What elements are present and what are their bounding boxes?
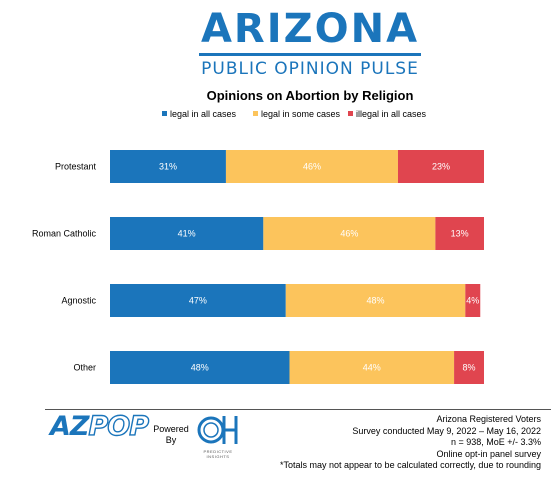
category-label: Protestant — [55, 162, 97, 172]
bar-segment — [289, 351, 455, 384]
bar-segment — [110, 217, 264, 250]
data-label: 47% — [189, 296, 207, 306]
bar-segment — [454, 351, 484, 384]
survey-note: Survey conducted May 9, 2022 – May 16, 2… — [352, 425, 541, 436]
legend-label: legal in some cases — [261, 109, 341, 119]
powered-by-label: Powered By — [153, 424, 189, 445]
survey-note: n = 938, MoE +/- 3.3% — [450, 437, 541, 447]
bar-segment — [435, 217, 484, 250]
azpop-logo-pop: POP — [88, 410, 150, 442]
survey-note: Arizona Registered Voters — [436, 414, 541, 424]
data-label: 44% — [363, 363, 381, 373]
oh-predictive-insights-logo — [197, 416, 238, 444]
legend-label: illegal in all cases — [356, 109, 427, 119]
legend-label: legal in all cases — [170, 109, 237, 119]
legend-swatch — [162, 111, 167, 116]
bar-segment — [465, 284, 481, 317]
bar-segment — [110, 284, 286, 317]
bar-segment — [285, 284, 466, 317]
survey-notes: Arizona Registered Voters Survey conduct… — [280, 414, 541, 472]
legend-swatch — [253, 111, 258, 116]
data-label: 48% — [367, 296, 385, 306]
bar-segment — [397, 150, 484, 183]
data-label: 23% — [432, 162, 450, 172]
data-label: 31% — [159, 162, 177, 172]
stacked-bar-chart: legal in all cases legal in some cases ill… — [32, 109, 484, 384]
bar-segment — [110, 351, 290, 384]
brand-subtitle: PUBLIC OPINION PULSE — [201, 59, 419, 79]
bar-segment — [110, 150, 226, 183]
bar-segment — [263, 217, 436, 250]
brand-divider — [199, 53, 421, 56]
brand-header: ARIZONA PUBLIC OPINION PULSE — [0, 6, 551, 79]
brand-name: ARIZONA — [200, 6, 420, 52]
data-label: 4% — [466, 296, 479, 306]
category-label: Agnostic — [61, 296, 96, 306]
legend-swatch — [348, 111, 353, 116]
footer-divider — [45, 409, 551, 410]
azpop-logo-az: AZ — [50, 411, 89, 442]
data-label: 46% — [303, 162, 321, 172]
category-label: Other — [73, 363, 96, 373]
data-label: 41% — [178, 229, 196, 239]
azpop-logo: AZPOP — [50, 410, 150, 444]
survey-note: *Totals may not appear to be calculated … — [280, 460, 541, 470]
data-label: 46% — [340, 229, 358, 239]
data-label: 48% — [191, 363, 209, 373]
chart-title: Opinions on Abortion by Religion — [206, 88, 414, 103]
category-label: Roman Catholic — [32, 229, 97, 239]
partner-caption: PREDICTIVE INSIGHTS — [203, 449, 233, 459]
data-label: 13% — [451, 229, 469, 239]
data-label: 8% — [463, 363, 476, 373]
bar-segment — [225, 150, 398, 183]
survey-note: Online opt-in panel survey — [436, 448, 541, 459]
